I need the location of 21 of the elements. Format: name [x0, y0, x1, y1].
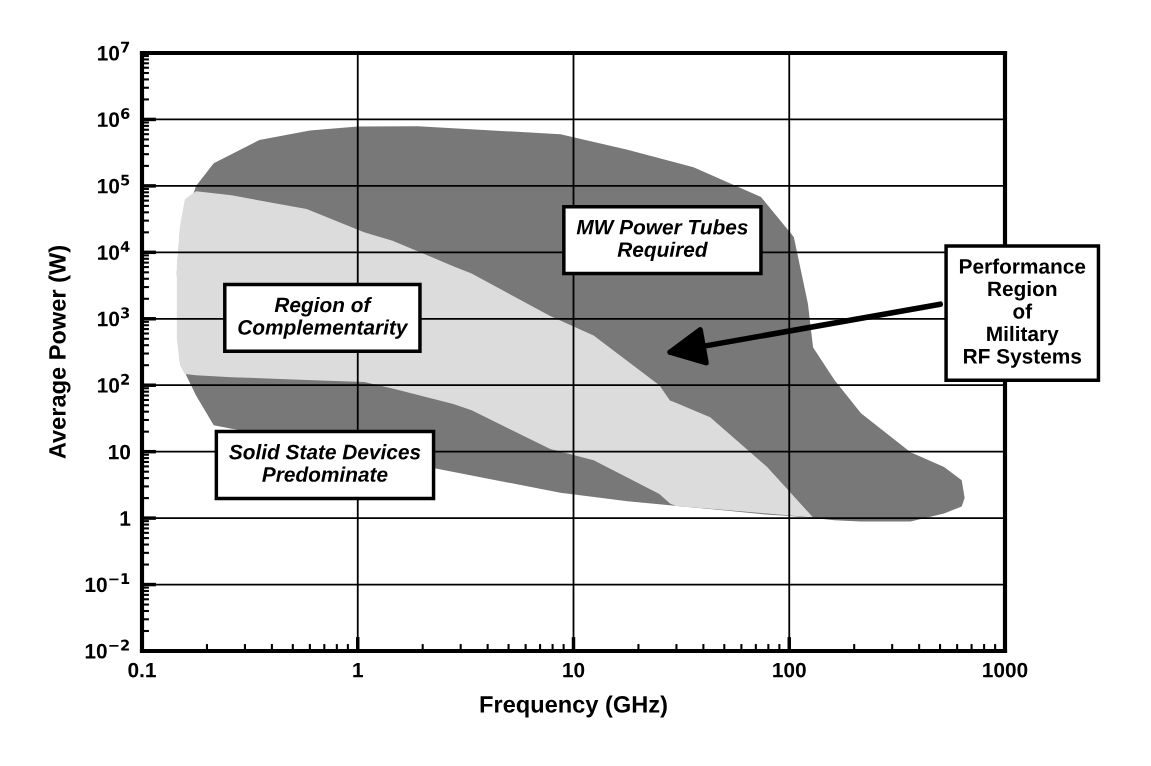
y-tick-label: 10$^{2}$ — [98, 373, 129, 393]
y-tick-label: 10$^{4}$ — [98, 241, 130, 260]
annotation: Solid State Devices Predominate — [229, 444, 421, 482]
y-tick-label: 10$^{5}$ — [98, 174, 130, 194]
x-axis-title: Frequency (GHz) — [480, 695, 667, 718]
y-tick-label: 10$^{3}$ — [98, 307, 130, 327]
y-tick-label: 10 — [109, 444, 131, 460]
y-tick-label: 1 — [120, 511, 131, 526]
y-tick-label: 10$^{7}$ — [98, 41, 130, 61]
annotation: Performance Region of Military RF Systems — [959, 258, 1086, 368]
x-tick-label: 10 — [563, 662, 585, 678]
x-tick-label: 0.1 — [128, 662, 156, 678]
x-tick-label: 1000 — [983, 662, 1028, 678]
y-tick-label: 10$^{−1}$ — [85, 573, 130, 593]
y-tick-label: 10$^{−2}$ — [85, 639, 129, 659]
annotation: MW Power Tubes Required — [576, 219, 748, 262]
x-tick-label: 1 — [353, 662, 363, 678]
y-axis-title: Average Power (W) — [48, 246, 71, 459]
annotation: Region of Complementarity — [238, 296, 409, 339]
x-tick-label: 100 — [773, 662, 806, 678]
y-tick-label: 10$^{6}$ — [98, 108, 130, 128]
